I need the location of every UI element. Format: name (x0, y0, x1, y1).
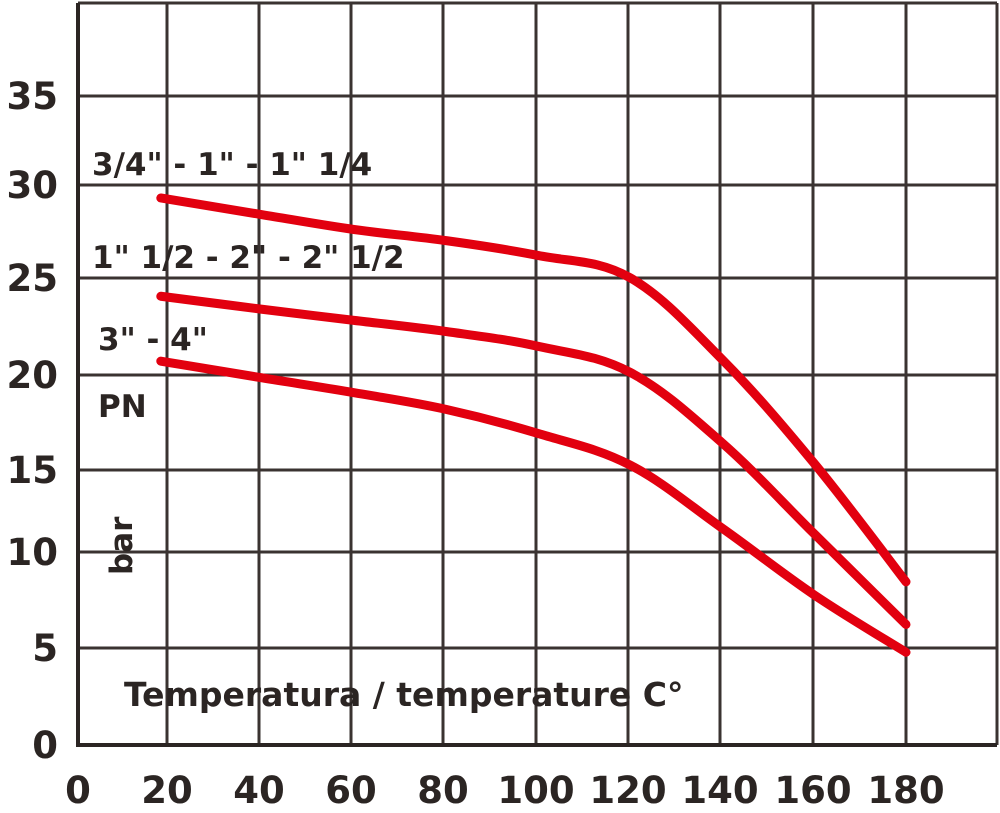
x-tick-120: 120 (589, 769, 666, 812)
x-tick-80: 80 (417, 769, 469, 812)
y-tick-0: 0 (32, 724, 58, 767)
y-axis-tick-labels: 0 5 10 15 20 25 30 35 (7, 75, 59, 767)
y-tick-10: 10 (7, 531, 59, 574)
grid-horizontal-lines (78, 1, 997, 650)
x-axis-title: Temperatura / temperature C° (124, 675, 684, 714)
y-tick-20: 20 (7, 354, 59, 397)
x-tick-0: 0 (65, 769, 91, 812)
series-label-2: 1" 1/2 - 2" - 2" 1/2 (92, 240, 405, 276)
y-tick-35: 35 (7, 75, 59, 118)
curve-series-2 (156, 291, 911, 629)
y-tick-5: 5 (32, 627, 58, 670)
curve-series-1 (156, 193, 911, 587)
series-label-3: 3" - 4" (98, 322, 208, 358)
y-tick-25: 25 (7, 257, 59, 300)
y-axis-title-pn: PN (98, 389, 147, 425)
curve-series-3 (156, 356, 911, 657)
y-tick-15: 15 (7, 449, 59, 492)
y-axis-title-bar: bar (104, 516, 140, 575)
y-tick-30: 30 (7, 164, 59, 207)
x-axis-tick-labels: 0 20 40 60 80 100 120 140 160 180 (65, 769, 944, 812)
x-tick-40: 40 (233, 769, 285, 812)
x-tick-140: 140 (681, 769, 758, 812)
x-tick-180: 180 (867, 769, 944, 812)
series-curves (156, 193, 911, 657)
series-label-1: 3/4" - 1" - 1" 1/4 (92, 147, 372, 183)
x-tick-60: 60 (325, 769, 377, 812)
x-tick-20: 20 (141, 769, 193, 812)
x-tick-100: 100 (497, 769, 574, 812)
x-tick-160: 160 (774, 769, 851, 812)
